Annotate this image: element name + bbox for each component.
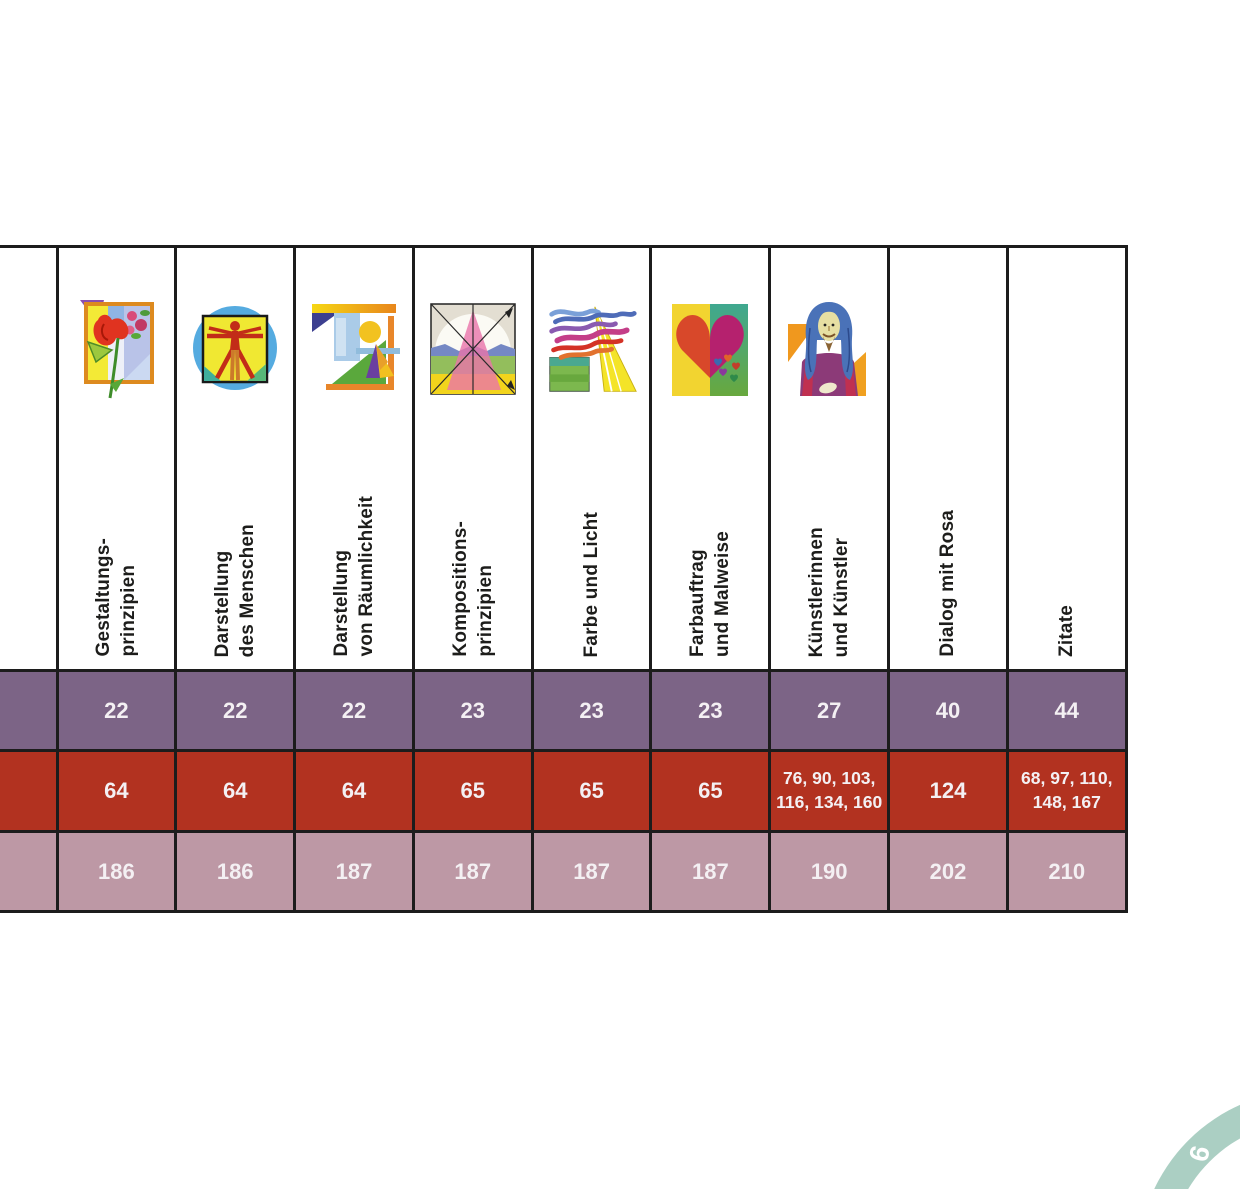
page-ref-cell: 210 <box>1005 830 1128 913</box>
vitruvian-man-icon <box>189 298 281 402</box>
category-index-table: Gestaltungs- prinzipien <box>0 245 1128 913</box>
cropped-edge-column-cell <box>0 245 59 672</box>
page-ref-cell: 65 <box>411 749 534 833</box>
header-row: Gestaltungs- prinzipien <box>0 245 1128 672</box>
category-label: Zitate <box>1056 605 1078 657</box>
cropped-edge-column-cell <box>0 830 59 913</box>
page-ref-cell: 64 <box>55 749 178 833</box>
artist-portrait-icon <box>783 298 875 402</box>
category-column-farbe-und-licht: Farbe und Licht <box>530 245 653 672</box>
category-column-dialog-mit-rosa: Dialog mit Rosa <box>887 245 1009 672</box>
page-ref-cell: 27 <box>768 669 891 752</box>
category-column-darstellung-des-menschen: Darstellung des Menschen <box>174 245 297 672</box>
page-ref-cell: 186 <box>174 830 297 913</box>
page-ref-cell: 202 <box>887 830 1009 913</box>
category-label: Darstellung von Räumlichkeit <box>330 496 377 657</box>
category-label: Kompositions- prinzipien <box>449 521 496 657</box>
page-ref-cell: 22 <box>293 669 415 752</box>
page-ref-cell: 23 <box>649 669 772 752</box>
page-row-pink: 186 186 187 187 187 187 190 202 210 <box>0 830 1128 913</box>
category-column-darstellung-von-raeumlichkeit: Darstellung von Räumlichkeit <box>293 245 415 672</box>
category-column-gestaltungsprinzipien: Gestaltungs- prinzipien <box>55 245 178 672</box>
category-label: Dialog mit Rosa <box>937 510 959 657</box>
category-label: Farbe und Licht <box>581 511 603 658</box>
page-ref-cell: 76, 90, 103, 116, 134, 160 <box>768 749 891 833</box>
category-label: Künstlerinnen und Künstler <box>806 526 853 657</box>
category-label: Farbauftrag und Malweise <box>687 531 734 657</box>
composition-grid-icon <box>427 298 519 402</box>
page-ref-cell: 124 <box>887 749 1009 833</box>
page-ref-cell: 187 <box>293 830 415 913</box>
page-row-purple: 22 22 22 23 23 23 27 40 44 <box>0 669 1128 752</box>
page-ref-cell: 44 <box>1005 669 1128 752</box>
corner-ring-decoration <box>1154 1104 1240 1189</box>
page-ref-cell: 23 <box>530 669 653 752</box>
category-column-zitate: Zitate <box>1005 245 1128 672</box>
page-ref-cell: 65 <box>649 749 772 833</box>
color-light-waves-icon <box>546 298 638 402</box>
page-ref-cell: 187 <box>649 830 772 913</box>
category-label: Gestaltungs- prinzipien <box>93 538 140 657</box>
page-ref-cell: 23 <box>411 669 534 752</box>
page-ref-cell: 65 <box>530 749 653 833</box>
cropped-edge-column-cell <box>0 749 59 833</box>
category-column-kuenstlerinnen-und-kuenstler: Künstlerinnen und Künstler <box>768 245 891 672</box>
page-ref-cell: 22 <box>55 669 178 752</box>
page-ref-cell: 40 <box>887 669 1009 752</box>
spatial-depth-icon <box>308 298 400 402</box>
page-ref-cell: 187 <box>530 830 653 913</box>
heart-painting-icon <box>664 298 756 402</box>
cropped-edge-column-cell <box>0 669 59 752</box>
page-ref-cell: 64 <box>174 749 297 833</box>
category-column-kompositionsprinzipien: Kompositions- prinzipien <box>411 245 534 672</box>
category-column-farbauftrag-und-malweise: Farbauftrag und Malweise <box>649 245 772 672</box>
page-ref-cell: 22 <box>174 669 297 752</box>
flower-collage-icon <box>70 298 162 402</box>
page-ref-cell: 187 <box>411 830 534 913</box>
page-ref-cell: 186 <box>55 830 178 913</box>
category-label: Darstellung des Menschen <box>212 523 259 657</box>
page-ref-cell: 64 <box>293 749 415 833</box>
page-ref-cell: 68, 97, 110, 148, 167 <box>1005 749 1128 833</box>
page-ref-cell: 190 <box>768 830 891 913</box>
page-row-red: 64 64 64 65 65 65 76, 90, 103, 116, 134,… <box>0 749 1128 833</box>
